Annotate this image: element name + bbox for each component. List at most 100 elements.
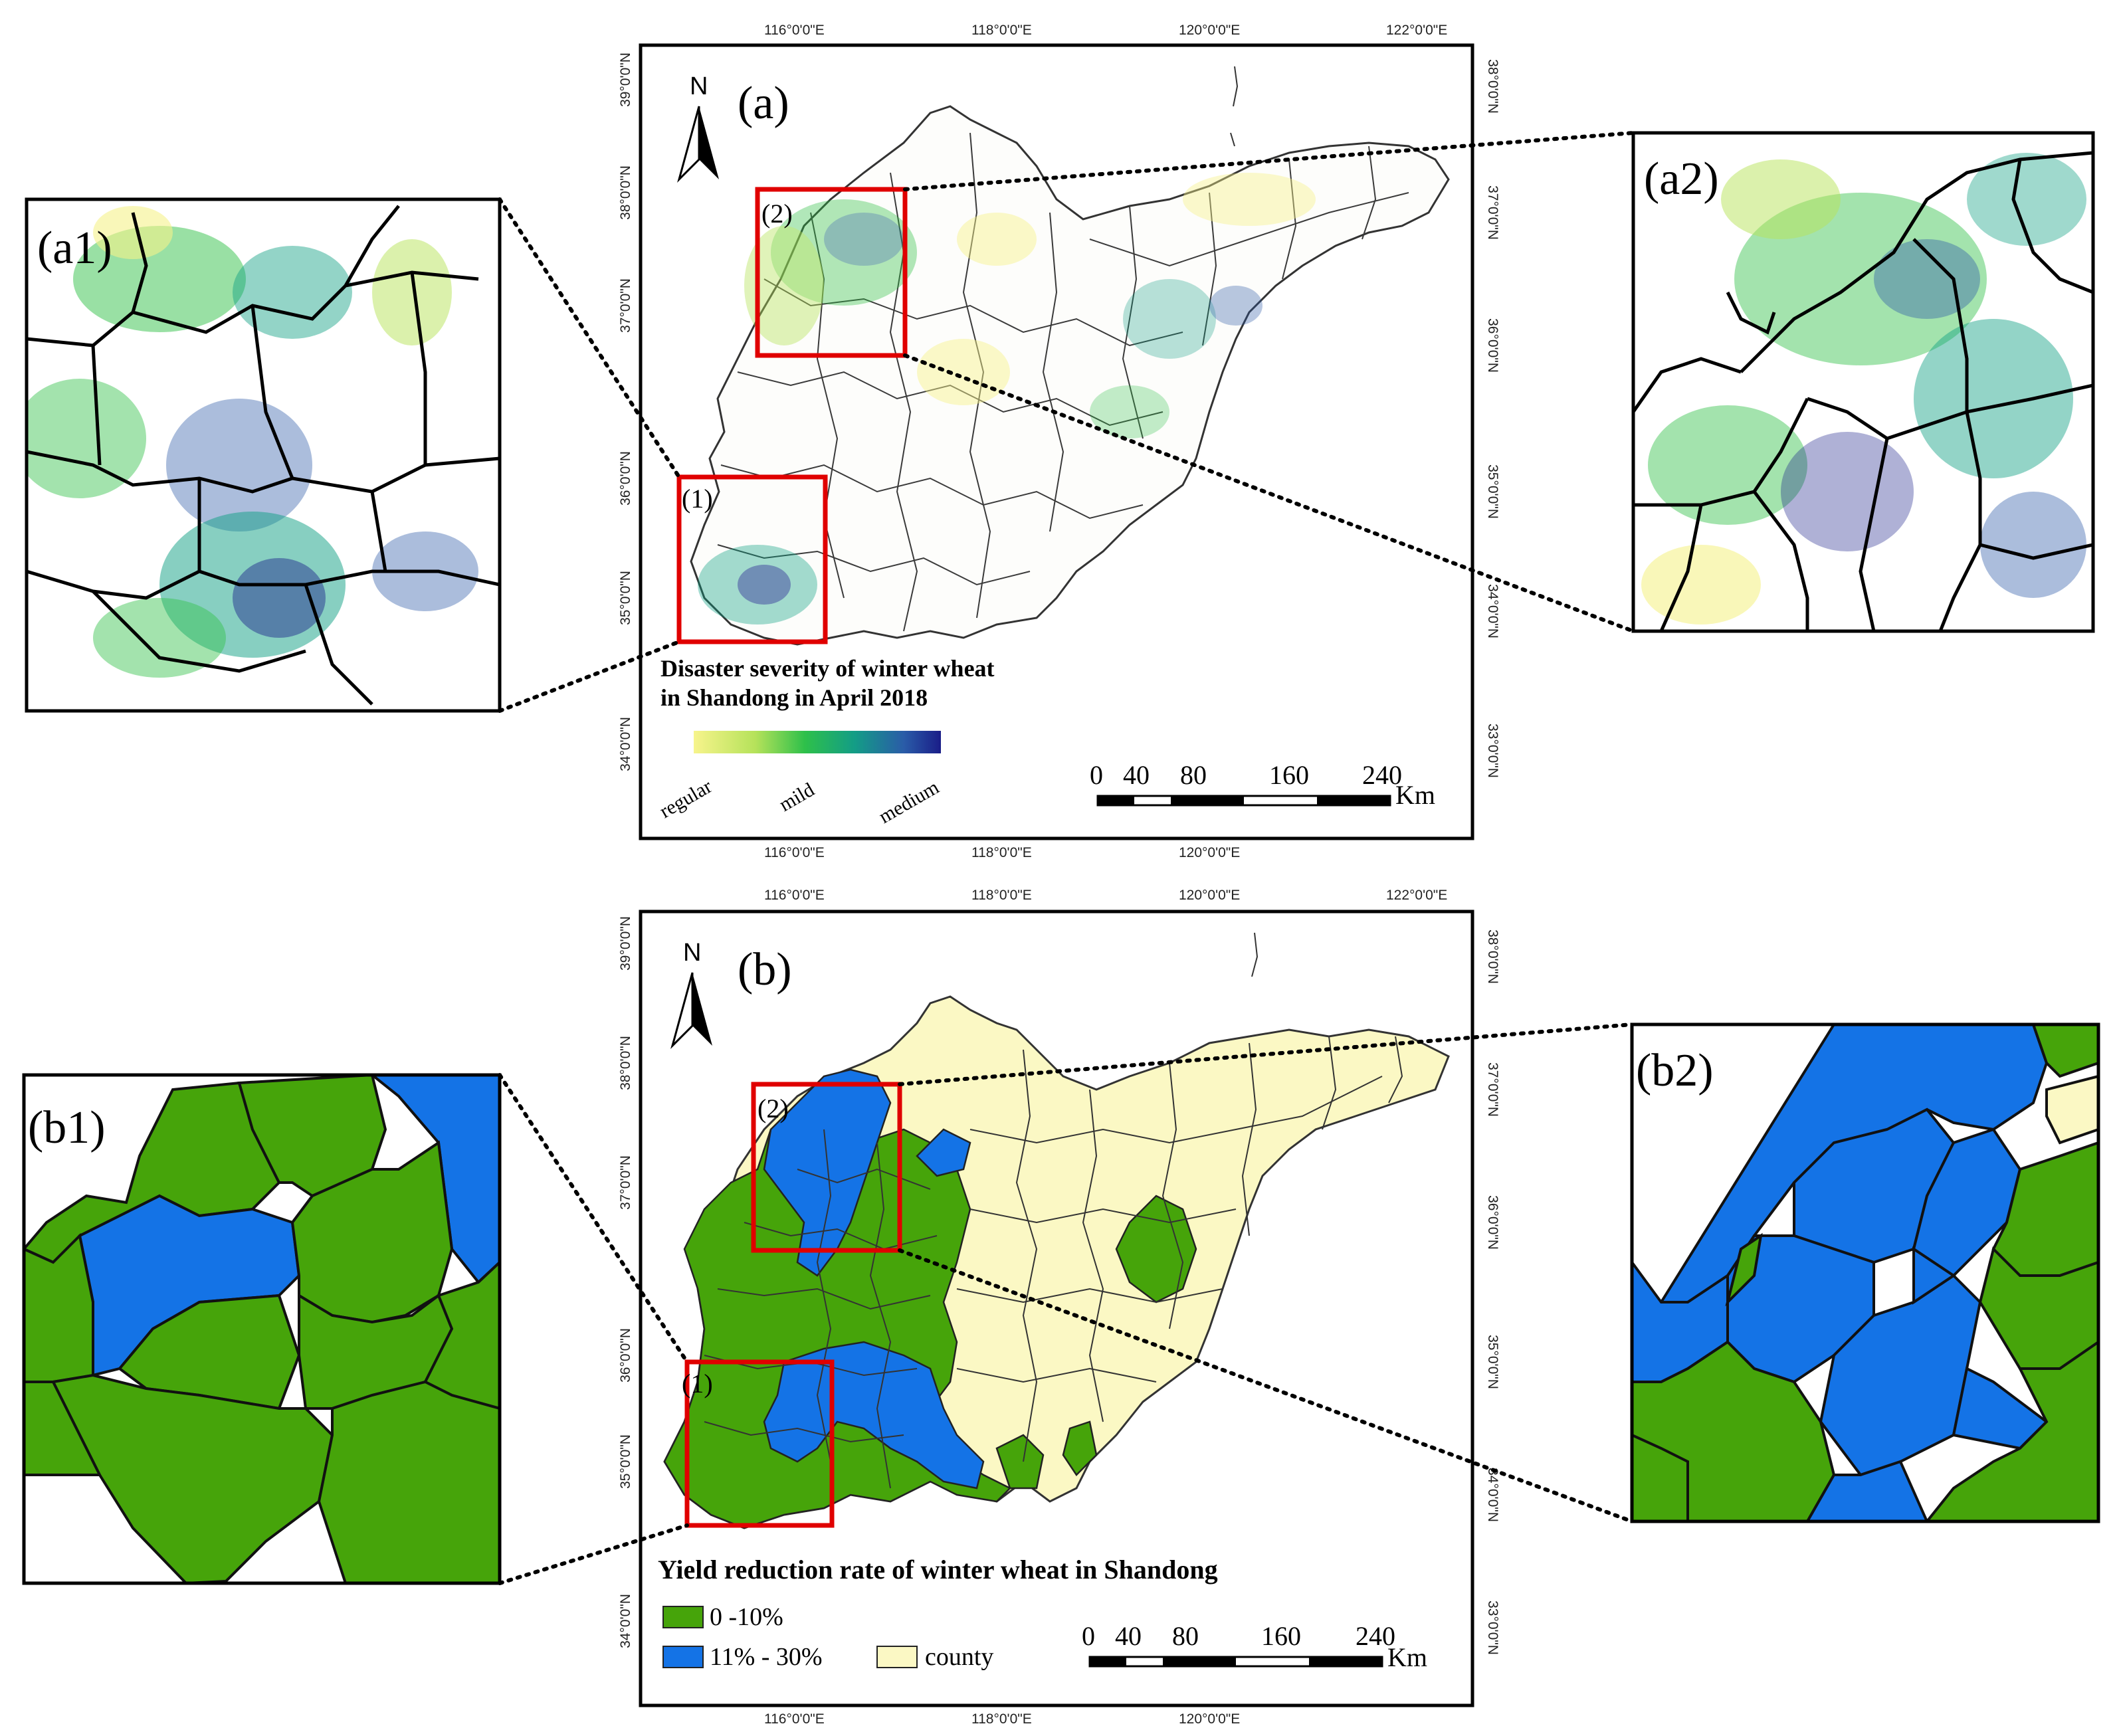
inset-b1-regions xyxy=(24,1075,500,1583)
map-title-a-line1: Disaster severity of winter wheat xyxy=(660,655,995,682)
islands-a xyxy=(1230,66,1239,147)
severity-pixels-a xyxy=(698,173,1316,625)
svg-text:39°0'0"N: 39°0'0"N xyxy=(618,52,633,107)
zoom-box-2-a xyxy=(755,187,908,358)
svg-text:36°0'0"N: 36°0'0"N xyxy=(1485,1195,1500,1250)
svg-text:122°0'0"E: 122°0'0"E xyxy=(1386,888,1447,903)
svg-text:80: 80 xyxy=(1180,760,1207,790)
zoom-box-1-a xyxy=(676,474,828,644)
inset-b2: (b2) xyxy=(1630,1022,2100,1523)
graticule-labels-a: 116°0'0"E 118°0'0"E 120°0'0"E 122°0'0"E … xyxy=(618,23,1500,860)
svg-text:34°0'0"N: 34°0'0"N xyxy=(618,717,633,771)
inset-a2-boundaries xyxy=(1633,151,2093,631)
svg-text:37°0'0"N: 37°0'0"N xyxy=(1485,1062,1500,1117)
svg-text:118°0'0"E: 118°0'0"E xyxy=(971,1711,1032,1727)
svg-text:118°0'0"E: 118°0'0"E xyxy=(971,23,1032,38)
svg-text:36°0'0"N: 36°0'0"N xyxy=(618,1328,633,1383)
svg-text:37°0'0"N: 37°0'0"N xyxy=(618,1155,633,1210)
svg-text:Km: Km xyxy=(1395,780,1435,810)
panel-b: (2) (1) N (b) Yield reduction rate of wi… xyxy=(618,888,1500,1727)
zoom-connectors-a xyxy=(498,131,1635,713)
svg-text:33°0'0"N: 33°0'0"N xyxy=(1485,1600,1500,1655)
inset-b2-regions xyxy=(1632,1024,2098,1521)
county-boundaries-a xyxy=(717,132,1409,632)
svg-text:118°0'0"E: 118°0'0"E xyxy=(971,845,1032,860)
inset-b1-label: (b1) xyxy=(28,1102,106,1153)
svg-text:33°0'0"N: 33°0'0"N xyxy=(1485,723,1500,778)
graticule-labels-b: 116°0'0"E 118°0'0"E 120°0'0"E 122°0'0"E … xyxy=(618,888,1500,1727)
map-title-a-line2: in Shandong in April 2018 xyxy=(660,684,928,711)
scale-bar-b: 0 40 80 160 240 Km xyxy=(1082,1621,1427,1672)
svg-text:34°0'0"N: 34°0'0"N xyxy=(618,1594,633,1648)
zoom-box-1-label-b: (1) xyxy=(682,1369,713,1398)
shandong-map-a xyxy=(690,66,1450,646)
zoom-box-2-b xyxy=(751,1082,902,1253)
zoom-box-1-label-a: (1) xyxy=(682,484,713,514)
legend-label-0-10: 0 -10% xyxy=(710,1603,783,1631)
svg-text:37°0'0"N: 37°0'0"N xyxy=(618,278,633,333)
svg-text:116°0'0"E: 116°0'0"E xyxy=(764,845,825,860)
region-0-10-east1 xyxy=(1115,1195,1197,1303)
zoom-box-1-b xyxy=(684,1359,835,1528)
inset-a1: (a1) xyxy=(25,197,502,713)
inset-a2-label: (a2) xyxy=(1644,153,1719,205)
svg-text:122°0'0"E: 122°0'0"E xyxy=(1386,23,1447,38)
inset-a2-frame xyxy=(1631,131,2095,633)
svg-text:40: 40 xyxy=(1123,760,1150,790)
region-11-30-north xyxy=(763,1068,892,1277)
legend-swatch-county xyxy=(876,1646,918,1668)
inset-b1-frame xyxy=(22,1073,502,1585)
svg-text:240: 240 xyxy=(1356,1621,1395,1651)
inset-a1-frame xyxy=(25,197,502,713)
svg-text:0: 0 xyxy=(1090,760,1103,790)
inset-b2-frame xyxy=(1630,1022,2100,1523)
legend-swatch-11-30 xyxy=(662,1646,704,1668)
map-title-b: Yield reduction rate of winter wheat in … xyxy=(658,1555,1218,1585)
svg-text:120°0'0"E: 120°0'0"E xyxy=(1179,23,1240,38)
svg-text:37°0'0"N: 37°0'0"N xyxy=(1485,185,1500,240)
region-0-10-east3 xyxy=(1062,1420,1098,1476)
legend-swatch-0-10 xyxy=(662,1606,704,1628)
svg-text:38°0'0"N: 38°0'0"N xyxy=(1485,59,1500,114)
islands-b xyxy=(1251,932,1259,977)
svg-text:35°0'0"N: 35°0'0"N xyxy=(1485,464,1500,519)
legend-b: 0 -10% 11% - 30% county xyxy=(662,1603,993,1671)
svg-text:35°0'0"N: 35°0'0"N xyxy=(618,571,633,625)
svg-text:35°0'0"N: 35°0'0"N xyxy=(1485,1335,1500,1389)
svg-text:38°0'0"N: 38°0'0"N xyxy=(618,1036,633,1090)
svg-text:40: 40 xyxy=(1115,1621,1142,1651)
inset-b2-label: (b2) xyxy=(1636,1045,1714,1096)
svg-text:36°0'0"N: 36°0'0"N xyxy=(1485,318,1500,373)
svg-text:N: N xyxy=(683,939,701,967)
zoom-box-2-label-a: (2) xyxy=(761,199,793,229)
legend-label-11-30: 11% - 30% xyxy=(710,1643,823,1671)
svg-text:N: N xyxy=(690,72,708,100)
svg-text:116°0'0"E: 116°0'0"E xyxy=(764,1711,825,1727)
svg-text:116°0'0"E: 116°0'0"E xyxy=(764,888,825,903)
svg-text:120°0'0"E: 120°0'0"E xyxy=(1179,888,1240,903)
svg-text:34°0'0"N: 34°0'0"N xyxy=(1485,584,1500,638)
svg-text:35°0'0"N: 35°0'0"N xyxy=(618,1434,633,1489)
svg-text:160: 160 xyxy=(1261,1621,1301,1651)
svg-text:118°0'0"E: 118°0'0"E xyxy=(971,888,1032,903)
region-11-30-east xyxy=(916,1128,971,1177)
scale-bar-a: 0 40 80 160 240 Km xyxy=(1090,760,1435,810)
svg-text:38°0'0"N: 38°0'0"N xyxy=(1485,929,1500,984)
svg-text:Km: Km xyxy=(1387,1642,1427,1672)
svg-text:34°0'0"N: 34°0'0"N xyxy=(1485,1468,1500,1522)
svg-text:39°0'0"N: 39°0'0"N xyxy=(618,916,633,971)
svg-text:38°0'0"N: 38°0'0"N xyxy=(618,165,633,220)
panel-b-label: (b) xyxy=(738,944,792,995)
svg-text:120°0'0"E: 120°0'0"E xyxy=(1179,1711,1240,1727)
svg-text:36°0'0"N: 36°0'0"N xyxy=(618,451,633,506)
panel-a-label: (a) xyxy=(738,78,789,129)
svg-text:0: 0 xyxy=(1082,1621,1095,1651)
svg-text:240: 240 xyxy=(1362,760,1402,790)
svg-text:120°0'0"E: 120°0'0"E xyxy=(1179,845,1240,860)
zoom-box-2-label-b: (2) xyxy=(758,1094,789,1123)
svg-text:160: 160 xyxy=(1269,760,1309,790)
inset-a1-boundaries xyxy=(27,205,500,706)
legend-label-county: county xyxy=(925,1643,993,1671)
region-0-10-east2 xyxy=(995,1434,1045,1490)
north-arrow-a: N xyxy=(677,72,719,183)
